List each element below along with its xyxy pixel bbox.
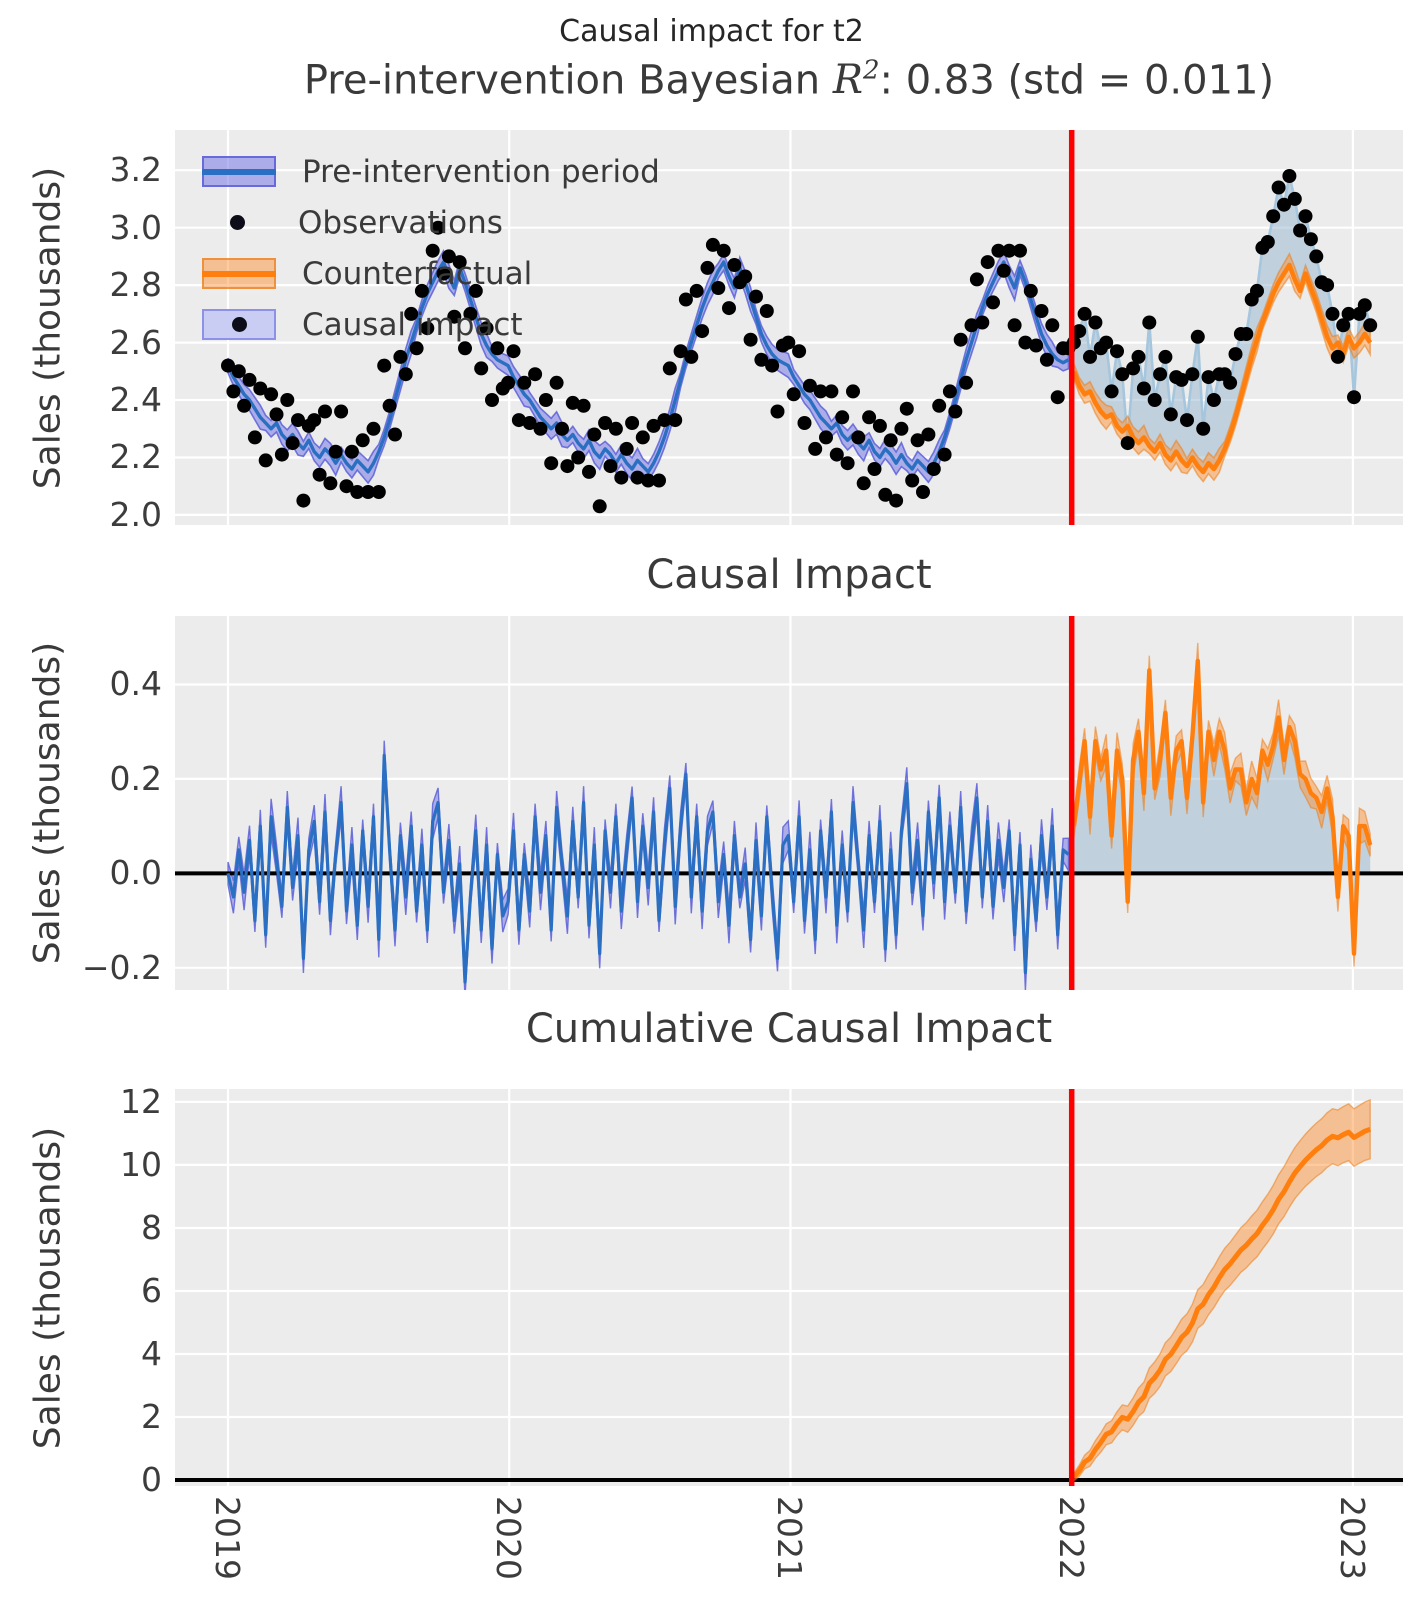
causal-impact-patch-swatch-icon <box>202 309 276 340</box>
panel-cumulative <box>175 1098 1403 1483</box>
legend: Pre-intervention period Observations Cou… <box>202 146 660 350</box>
ytick-label: 2.0 <box>109 495 162 534</box>
ytick-label: 0.0 <box>109 853 162 892</box>
legend-item-counterfactual: Counterfactual <box>202 248 660 299</box>
figure-suptitle: Causal impact for t2 <box>559 14 864 49</box>
ytick-label: 0.2 <box>109 759 162 798</box>
legend-item-observations: Observations <box>202 197 660 248</box>
ytick-label: 3.2 <box>109 150 162 189</box>
legend-item-causal-impact: Causal impact <box>202 299 660 350</box>
observation-dot-swatch-icon <box>202 209 272 236</box>
panel-impact <box>175 642 1403 990</box>
ytick-label: 2.4 <box>109 380 162 419</box>
r-squared-symbol: R2 <box>832 56 880 104</box>
ytick-label: 12 <box>120 1082 162 1121</box>
ytick-label: 4 <box>141 1334 162 1373</box>
ytick-label: 6 <box>141 1271 162 1310</box>
title-suffix: : 0.83 (std = 0.011) <box>879 57 1275 104</box>
panel-fit <box>221 169 1378 514</box>
ytick-label: 8 <box>141 1208 162 1247</box>
ytick-label: −0.2 <box>81 948 162 987</box>
legend-item-pre-intervention: Pre-intervention period <box>202 146 660 197</box>
ytick-label: 2.2 <box>109 437 162 476</box>
ytick-label: 2.8 <box>109 265 162 304</box>
ytick-label: 2 <box>141 1397 162 1436</box>
pre-intervention-band-swatch-icon <box>202 156 276 187</box>
title-prefix: Pre-intervention Bayesian <box>303 57 833 104</box>
panel-cumulative-title: Cumulative Causal Impact <box>525 1006 1053 1052</box>
ytick-label: 10 <box>120 1145 162 1184</box>
ytick-label: 2.6 <box>109 323 162 362</box>
ytick-label: 3.0 <box>109 208 162 247</box>
panel-fit-title: Pre-intervention Bayesian R2: 0.83 (std … <box>175 56 1403 103</box>
ytick-label: 0 <box>141 1460 162 1499</box>
ytick-label: 0.4 <box>109 664 162 703</box>
counterfactual-band-swatch-icon <box>202 258 276 289</box>
panel-impact-title: Causal Impact <box>646 552 932 598</box>
